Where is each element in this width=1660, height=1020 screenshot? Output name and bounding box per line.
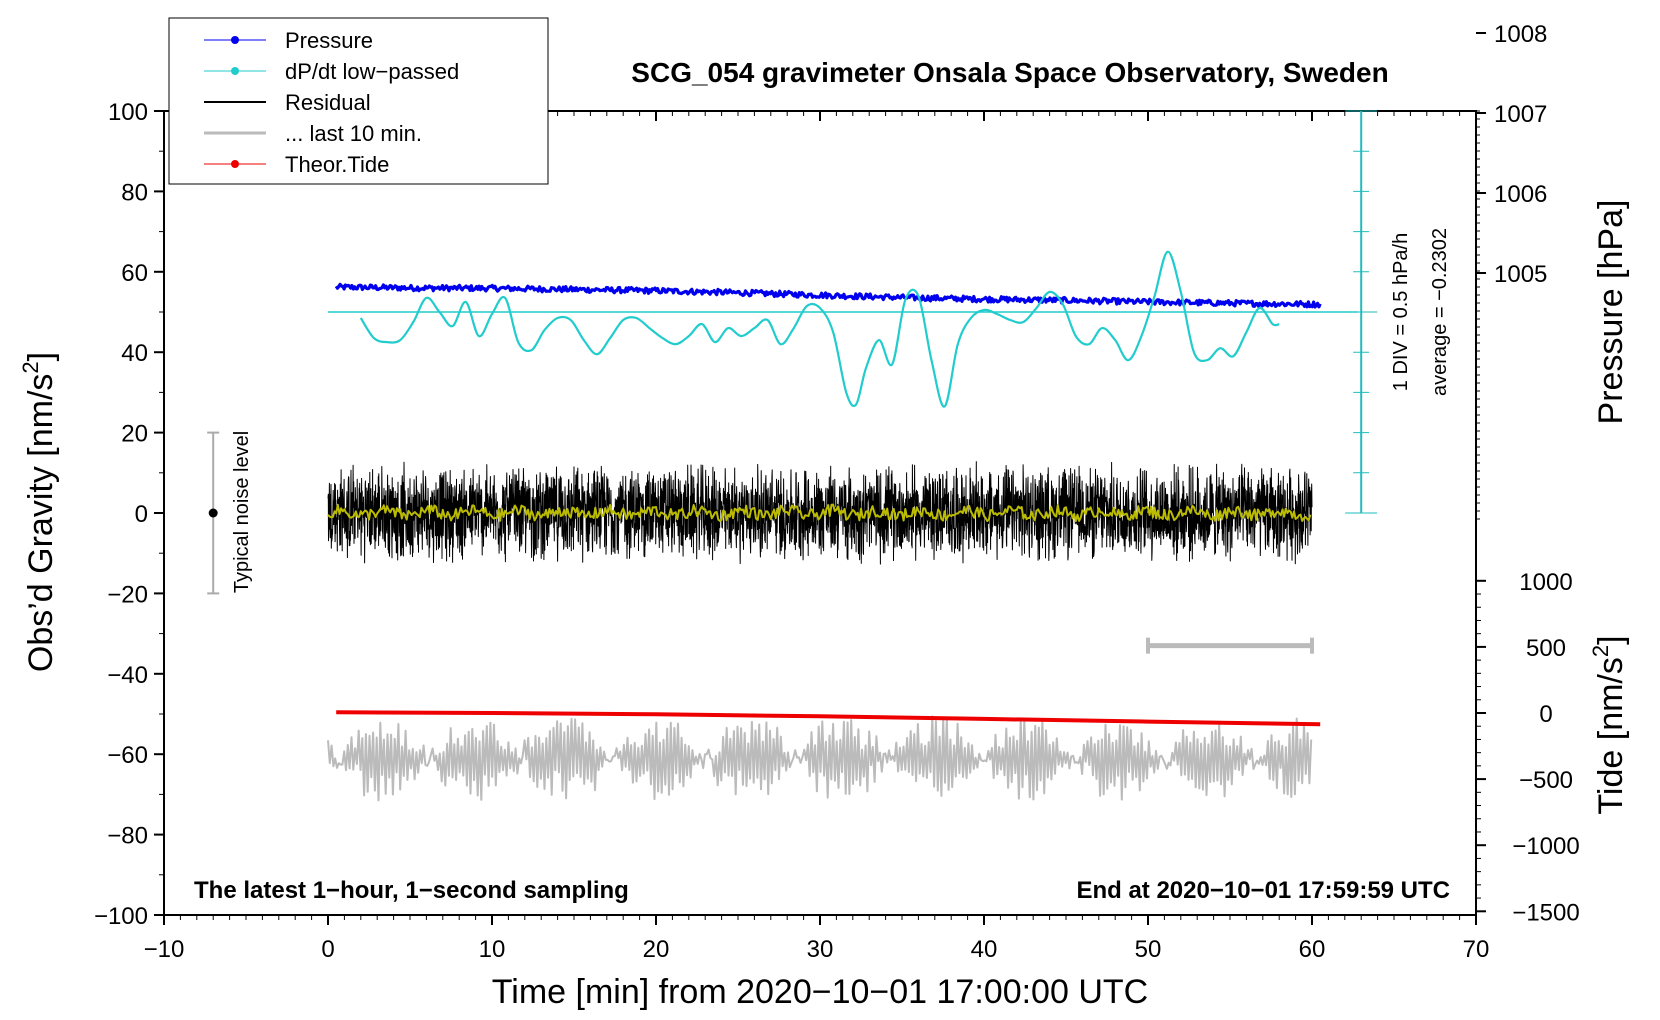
tide-series-line <box>336 710 1321 727</box>
legend-label-1: dP/dt low−passed <box>285 59 459 84</box>
tide-tick-label-5: 1000 <box>1519 569 1572 596</box>
legend-label-3: ... last 10 min. <box>285 121 422 146</box>
y-tick-label-6: 20 <box>121 421 148 448</box>
average-label: average = −0.2302 <box>1429 228 1451 396</box>
dpdt-series-line <box>359 250 1280 408</box>
y-tick-label-5: 0 <box>135 501 148 528</box>
pressure-tick-label-1: 1006 <box>1494 181 1547 208</box>
x-tick-label-7: 60 <box>1299 936 1326 963</box>
y-axis-gravity: −100 −80 −60 −40 −20 0 20 40 60 80 100 <box>94 99 164 930</box>
noise-bar-center-dot <box>208 508 218 518</box>
last-10-min-line <box>327 715 1313 802</box>
tide-axis-title-sup: 2 <box>1588 645 1613 657</box>
y-tick-label-4: −20 <box>107 581 148 608</box>
x-axis: −10 0 10 20 30 40 50 60 70 <box>144 111 1490 963</box>
residual-series-line <box>327 461 1313 565</box>
x-axis-title: Time [min] from 2020−10−01 17:00:00 UTC <box>492 973 1148 1011</box>
x-tick-label-4: 30 <box>807 936 834 963</box>
y-axis-title-main: Obs’d Gravity [nm/s <box>22 374 60 673</box>
div-label: 1 DIV = 0.5 hPa/h <box>1390 233 1412 391</box>
y-axis-title-close: ] <box>22 352 60 361</box>
pressure-axis-title: Pressure [hPa] <box>1592 200 1630 425</box>
y-axis-pressure: 1005 1006 1007 1008 <box>1476 21 1547 520</box>
x-tick-label-3: 20 <box>643 936 670 963</box>
y-tick-label-3: −40 <box>107 662 148 689</box>
x-tick-label-2: 10 <box>479 936 506 963</box>
ten-minute-scale-bar <box>1146 637 1314 654</box>
tide-tick-label-4: 500 <box>1526 635 1566 662</box>
noise-level-bar <box>207 431 220 595</box>
y-tick-label-1: −80 <box>107 823 148 850</box>
pressure-tick-label-3: 1008 <box>1494 21 1547 48</box>
x-tick-label-5: 40 <box>971 936 998 963</box>
y-tick-label-0: −100 <box>94 903 148 930</box>
x-tick-label-6: 50 <box>1135 936 1162 963</box>
sampling-note: The latest 1−hour, 1−second sampling <box>194 877 629 904</box>
x-tick-label-8: 70 <box>1463 936 1490 963</box>
legend-label-2: Residual <box>285 90 371 115</box>
y-axis-title: Obs’d Gravity [nm/s2] <box>18 352 60 672</box>
y-axis-title-sup: 2 <box>18 361 43 373</box>
legend: Pressure dP/dt low−passed Residual ... last… <box>168 17 549 185</box>
tide-tick-label-3: 0 <box>1539 701 1552 728</box>
legend-marker-4 <box>231 160 239 168</box>
tide-tick-label-1: −1000 <box>1512 833 1579 860</box>
legend-label-4: Theor.Tide <box>285 152 389 177</box>
pressure-tick-label-2: 1007 <box>1494 101 1547 128</box>
residual-smoothed-line <box>327 503 1312 523</box>
tide-tick-label-2: −500 <box>1519 767 1573 794</box>
legend-items: Pressure dP/dt low−passed Residual ... last… <box>204 28 459 177</box>
x-tick-label-1: 0 <box>321 936 334 963</box>
pressure-series-line <box>334 282 1322 309</box>
tide-axis-title-close: ] <box>1592 635 1630 644</box>
tide-axis-title-main: Tide [nm/s <box>1592 657 1630 814</box>
tide-axis-title: Tide [nm/s2] <box>1588 635 1630 814</box>
series-layer <box>327 250 1358 802</box>
legend-marker-0 <box>231 36 239 44</box>
y-tick-label-7: 40 <box>121 340 148 367</box>
y-tick-label-2: −60 <box>107 742 148 769</box>
end-time-note: End at 2020−10−01 17:59:59 UTC <box>1076 877 1450 904</box>
noise-label: Typical noise level <box>231 431 253 593</box>
y-tick-label-8: 60 <box>121 260 148 287</box>
y-axis-tide: −1500 −1000 −500 0 500 1000 <box>1476 569 1580 926</box>
legend-marker-1 <box>231 67 239 75</box>
tide-tick-label-0: −1500 <box>1512 899 1579 926</box>
y-tick-label-10: 100 <box>108 99 148 126</box>
y-tick-label-9: 80 <box>121 179 148 206</box>
x-tick-label-0: −10 <box>144 936 185 963</box>
legend-label-0: Pressure <box>285 28 373 53</box>
pressure-tick-label-0: 1005 <box>1494 261 1547 288</box>
chart-title: SCG_054 gravimeter Onsala Space Observat… <box>631 57 1388 88</box>
